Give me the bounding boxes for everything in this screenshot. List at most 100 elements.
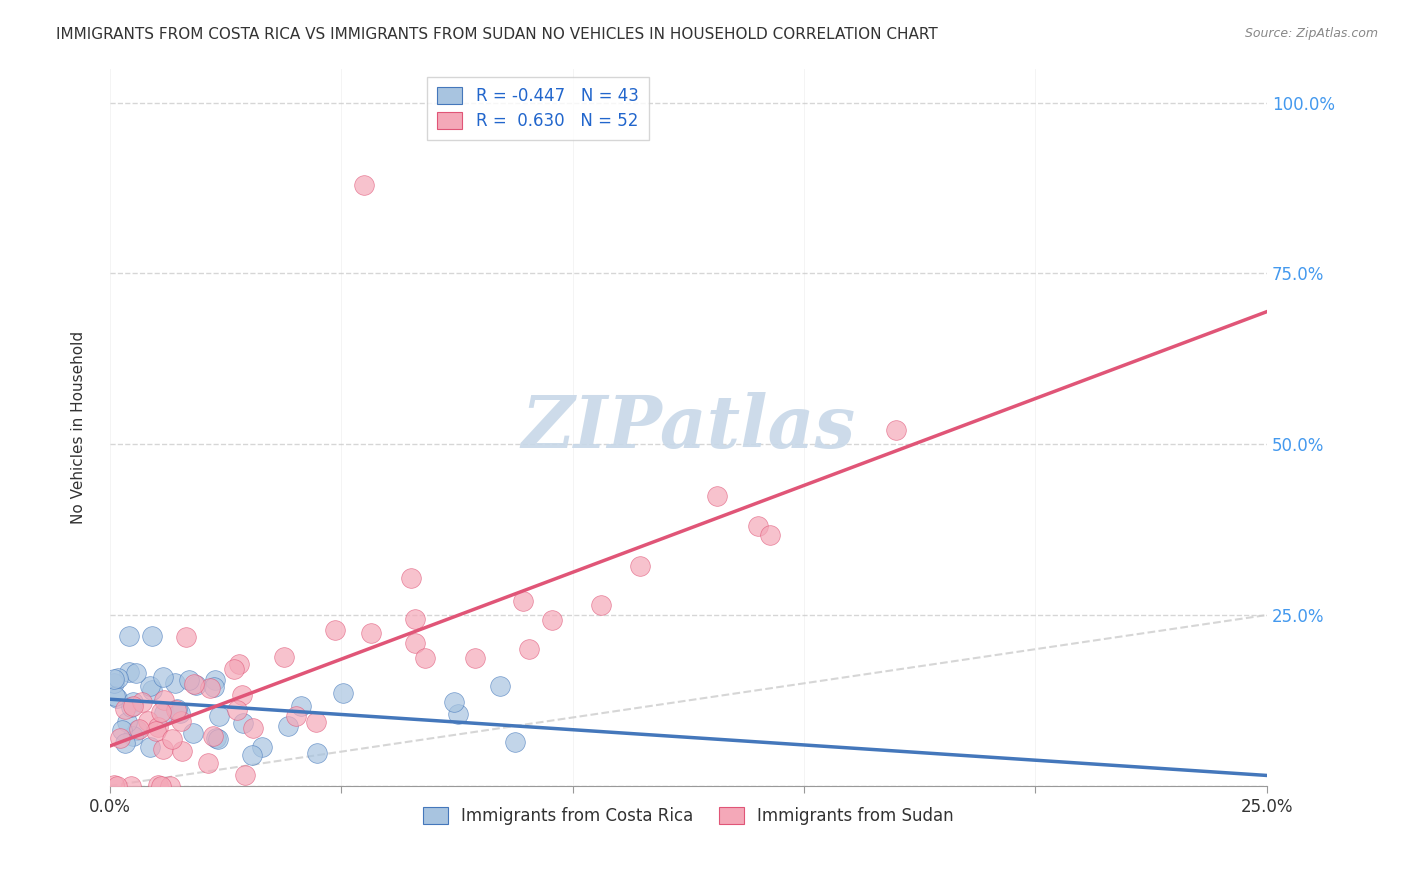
- Point: [240, 748, 263, 763]
- Point: [115, 714, 138, 729]
- Point: [183, 726, 205, 740]
- Point: [120, 779, 142, 793]
- Text: Source: ZipAtlas.com: Source: ZipAtlas.com: [1244, 27, 1378, 40]
- Point: [172, 744, 194, 758]
- Point: [166, 702, 188, 716]
- Point: [121, 700, 143, 714]
- Point: [139, 740, 162, 755]
- Point: [169, 706, 191, 720]
- Point: [114, 736, 136, 750]
- Point: [305, 715, 328, 730]
- Point: [228, 657, 250, 672]
- Point: [183, 677, 205, 691]
- Point: [124, 666, 146, 681]
- Point: [503, 735, 526, 749]
- Point: [198, 681, 221, 695]
- Point: [541, 613, 564, 627]
- Point: [108, 731, 131, 745]
- Point: [759, 527, 782, 541]
- Y-axis label: No Vehicles in Household: No Vehicles in Household: [72, 331, 86, 524]
- Point: [447, 706, 470, 721]
- Point: [204, 673, 226, 688]
- Text: ZIPatlas: ZIPatlas: [522, 392, 855, 463]
- Point: [146, 778, 169, 792]
- Point: [105, 779, 128, 793]
- Point: [273, 650, 295, 665]
- Point: [399, 571, 422, 585]
- Point: [128, 722, 150, 736]
- Point: [884, 423, 907, 437]
- Point: [360, 625, 382, 640]
- Point: [105, 691, 128, 706]
- Point: [118, 665, 141, 680]
- Point: [122, 729, 145, 743]
- Point: [201, 729, 224, 743]
- Point: [145, 724, 167, 739]
- Point: [146, 720, 169, 734]
- Point: [177, 673, 200, 687]
- Point: [205, 731, 228, 745]
- Point: [103, 778, 125, 792]
- Legend: Immigrants from Costa Rica, Immigrants from Sudan: Immigrants from Costa Rica, Immigrants f…: [413, 797, 963, 835]
- Point: [231, 688, 253, 702]
- Point: [591, 598, 613, 612]
- Point: [136, 714, 159, 728]
- Point: [103, 673, 125, 687]
- Point: [323, 624, 346, 638]
- Point: [489, 679, 512, 693]
- Point: [706, 489, 728, 503]
- Point: [628, 559, 651, 574]
- Point: [159, 779, 181, 793]
- Point: [224, 662, 246, 676]
- Point: [165, 703, 187, 717]
- Point: [413, 650, 436, 665]
- Point: [184, 678, 207, 692]
- Point: [517, 642, 540, 657]
- Point: [153, 706, 176, 721]
- Point: [152, 693, 174, 707]
- Point: [226, 703, 249, 717]
- Point: [170, 714, 193, 728]
- Point: [149, 779, 172, 793]
- Point: [118, 628, 141, 642]
- Point: [250, 740, 273, 755]
- Point: [208, 709, 231, 723]
- Point: [122, 694, 145, 708]
- Point: [103, 676, 125, 690]
- Point: [141, 628, 163, 642]
- Point: [165, 676, 187, 690]
- Point: [114, 702, 136, 716]
- Point: [512, 594, 534, 608]
- Point: [284, 708, 307, 723]
- Point: [131, 695, 153, 709]
- Point: [353, 178, 375, 192]
- Point: [107, 671, 129, 685]
- Point: [160, 732, 183, 747]
- Point: [233, 768, 256, 782]
- Point: [464, 650, 486, 665]
- Point: [127, 723, 149, 737]
- Point: [197, 756, 219, 771]
- Text: IMMIGRANTS FROM COSTA RICA VS IMMIGRANTS FROM SUDAN NO VEHICLES IN HOUSEHOLD COR: IMMIGRANTS FROM COSTA RICA VS IMMIGRANTS…: [56, 27, 938, 42]
- Point: [141, 683, 163, 698]
- Point: [174, 630, 197, 644]
- Point: [405, 635, 427, 649]
- Point: [305, 746, 328, 760]
- Point: [232, 715, 254, 730]
- Point: [207, 731, 229, 746]
- Point: [202, 680, 225, 694]
- Point: [747, 519, 769, 533]
- Point: [111, 723, 134, 737]
- Point: [150, 706, 173, 720]
- Point: [277, 718, 299, 732]
- Point: [290, 698, 312, 713]
- Point: [242, 721, 264, 735]
- Point: [104, 689, 127, 703]
- Point: [443, 695, 465, 709]
- Point: [404, 612, 426, 626]
- Point: [122, 699, 145, 714]
- Point: [332, 686, 354, 700]
- Point: [152, 670, 174, 684]
- Point: [152, 742, 174, 756]
- Point: [138, 679, 160, 693]
